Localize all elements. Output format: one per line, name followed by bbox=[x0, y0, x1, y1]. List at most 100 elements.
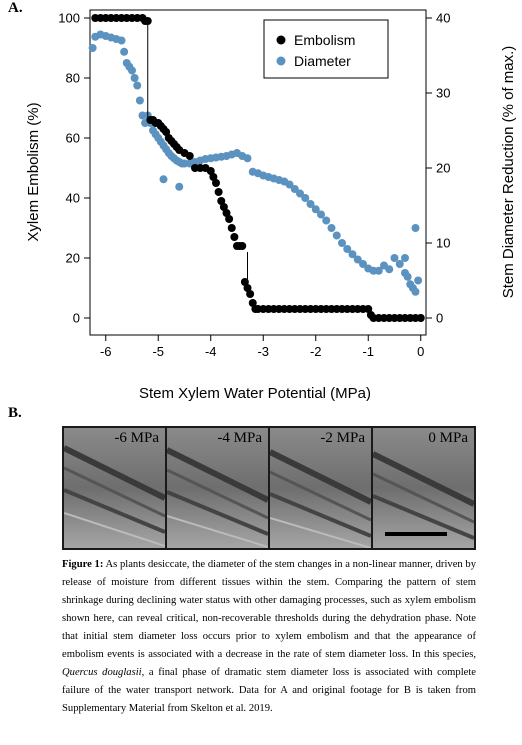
embolism-point bbox=[219, 203, 228, 211]
embolism-point bbox=[162, 128, 171, 136]
embolism-series bbox=[91, 14, 425, 322]
embolism-point bbox=[238, 242, 247, 250]
frame-label-3: -2 MPa bbox=[320, 430, 365, 446]
embolism-point bbox=[143, 17, 152, 25]
diameter-point bbox=[395, 260, 404, 268]
diameter-point bbox=[311, 205, 320, 214]
stem-frame-2: -4 MPa bbox=[167, 428, 268, 548]
diameter-point bbox=[414, 276, 423, 285]
y-left-tick-label: 100 bbox=[58, 11, 80, 26]
diameter-point bbox=[120, 47, 129, 56]
x-axis-title: Stem Xylem Water Potential (MPa) bbox=[139, 385, 371, 402]
stem-frame-3: -2 MPa bbox=[270, 428, 371, 548]
legend-marker-diameter bbox=[276, 56, 286, 66]
caption-text-2: , a final phase of dramatic stem diamete… bbox=[62, 667, 476, 714]
x-tick-label: -2 bbox=[310, 344, 322, 359]
y-left-tick-label: 20 bbox=[66, 251, 80, 266]
stem-frame-1: -6 MPa bbox=[64, 428, 165, 548]
diameter-point bbox=[175, 182, 184, 191]
y-right-tick-label: 0 bbox=[436, 311, 443, 326]
diameter-point bbox=[411, 287, 420, 296]
legend-marker-embolism bbox=[276, 35, 286, 45]
diameter-point bbox=[332, 231, 341, 240]
stem-image-strip: -6 MPa -4 MPa -2 MPa 0 MPa bbox=[62, 426, 476, 550]
embolism-point bbox=[416, 314, 425, 322]
x-tick-label: -4 bbox=[205, 344, 217, 359]
embolism-point bbox=[212, 179, 220, 187]
diameter-point bbox=[411, 224, 420, 232]
stem-frame-4: 0 MPa bbox=[373, 428, 474, 548]
plot-frame bbox=[89, 9, 427, 336]
diameter-point bbox=[128, 66, 136, 75]
diameter-point bbox=[117, 36, 126, 45]
diameter-point bbox=[317, 210, 325, 219]
y-left-tick-label: 40 bbox=[66, 191, 80, 206]
diameter-point bbox=[285, 180, 294, 189]
diameter-point bbox=[243, 154, 252, 163]
x-tick-label: -3 bbox=[257, 344, 269, 359]
y-left-tick-label: 0 bbox=[73, 311, 80, 326]
y-left-tick-label: 80 bbox=[66, 71, 80, 86]
diameter-point bbox=[338, 239, 346, 247]
figure-caption: Figure 1: As plants desiccate, the diame… bbox=[62, 556, 476, 718]
scale-bar bbox=[385, 532, 447, 536]
embolism-point bbox=[185, 152, 194, 160]
diameter-point bbox=[306, 200, 315, 208]
frame-label-2: -4 MPa bbox=[217, 430, 262, 446]
embolism-point bbox=[248, 299, 257, 307]
x-tick-label: 0 bbox=[417, 344, 424, 359]
y-axis-left-title: Xylem Embolism (%) bbox=[25, 102, 42, 241]
embolism-point bbox=[246, 290, 255, 298]
diameter-point bbox=[327, 224, 336, 232]
caption-species: Quercus douglasii bbox=[62, 667, 142, 678]
diameter-point bbox=[290, 185, 299, 193]
x-tick-label: -1 bbox=[362, 344, 374, 359]
y-left-tick-label: 60 bbox=[66, 131, 80, 146]
x-tick-label: -6 bbox=[100, 344, 112, 359]
embolism-point bbox=[230, 233, 239, 241]
x-axis: -6 -5 -4 -3 -2 -1 0 bbox=[100, 335, 424, 359]
y-right-tick-label: 10 bbox=[436, 236, 450, 251]
y-right-tick-label: 30 bbox=[436, 86, 450, 101]
y-axis-right-title: Stem Diameter Reduction (% of max.) bbox=[500, 46, 517, 299]
diameter-point bbox=[301, 194, 310, 202]
embolism-diameter-chart: -6 -5 -4 -3 -2 -1 0 0 20 40 60 80 100 0 10 20 30 40 Ste… bbox=[25, 9, 517, 402]
diameter-point bbox=[353, 255, 362, 264]
diameter-point bbox=[359, 260, 367, 268]
frame-label-4: 0 MPa bbox=[428, 430, 468, 446]
embolism-point bbox=[364, 305, 373, 313]
caption-lead: Figure 1: bbox=[62, 559, 104, 570]
y-right-tick-label: 40 bbox=[436, 11, 450, 26]
diameter-point bbox=[130, 74, 139, 82]
stem-texture-1 bbox=[64, 428, 165, 548]
diameter-point bbox=[343, 245, 352, 253]
legend-box bbox=[263, 19, 389, 79]
embolism-point bbox=[240, 278, 249, 286]
diameter-point bbox=[133, 81, 142, 90]
diameter-point bbox=[348, 250, 357, 259]
diameter-point bbox=[322, 216, 331, 225]
stem-texture-3 bbox=[270, 428, 371, 548]
stem-texture-4 bbox=[373, 428, 474, 548]
stem-texture-2 bbox=[167, 428, 268, 548]
legend-label-embolism: Embolism bbox=[294, 32, 355, 48]
diameter-point bbox=[390, 254, 399, 262]
x-tick-label: -5 bbox=[152, 344, 164, 359]
diameter-point bbox=[135, 96, 144, 105]
diameter-point bbox=[385, 265, 394, 274]
embolism-point bbox=[217, 197, 226, 205]
diameter-point bbox=[296, 189, 304, 198]
diameter-point bbox=[403, 272, 412, 281]
panel-b-label: B. bbox=[8, 405, 22, 421]
diameter-point bbox=[374, 266, 383, 275]
diameter-point bbox=[159, 175, 168, 184]
y-axis-right: 0 10 20 30 40 bbox=[426, 11, 450, 326]
embolism-point bbox=[225, 215, 234, 223]
y-axis-left: 0 20 40 60 80 100 bbox=[58, 11, 90, 326]
embolism-point bbox=[227, 224, 236, 232]
embolism-point bbox=[206, 167, 215, 175]
legend-label-diameter: Diameter bbox=[294, 53, 351, 69]
diameter-point bbox=[88, 44, 97, 52]
diameter-point bbox=[401, 254, 409, 262]
panel-a-label: A. bbox=[8, 0, 23, 16]
